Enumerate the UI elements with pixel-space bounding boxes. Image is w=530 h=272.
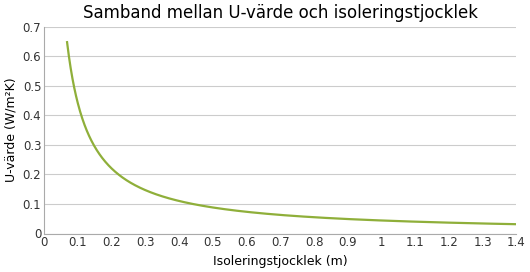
Title: Samband mellan U-värde och isoleringstjocklek: Samband mellan U-värde och isoleringstjo… [83,4,478,22]
X-axis label: Isoleringstjocklek (m): Isoleringstjocklek (m) [213,255,348,268]
Y-axis label: U-värde (W/m²K): U-värde (W/m²K) [4,78,17,182]
